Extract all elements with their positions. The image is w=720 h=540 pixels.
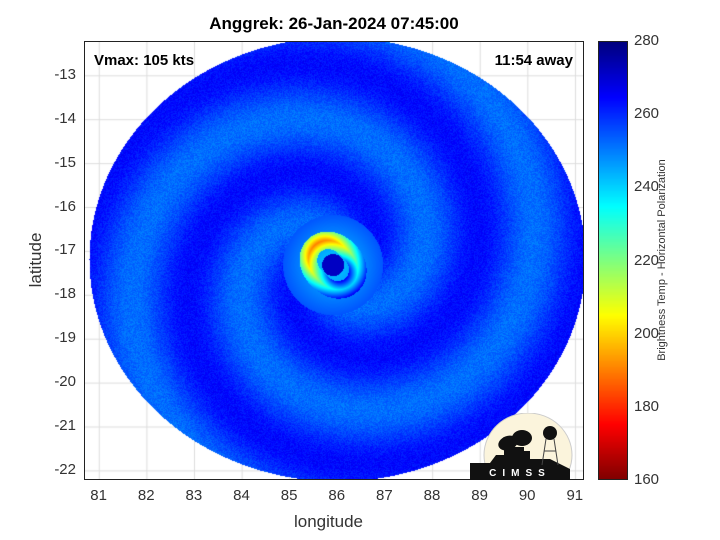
x-tick-label: 88 xyxy=(423,487,441,504)
colorbar-tick-label: 260 xyxy=(634,105,660,123)
svg-text:CIMSS: CIMSS xyxy=(489,468,551,479)
x-tick-label: 82 xyxy=(137,487,155,504)
y-tick-label: -14 xyxy=(54,109,76,127)
y-tick-label: -16 xyxy=(54,197,76,215)
colorbar-tick-label: 160 xyxy=(634,471,660,488)
x-tick-label: 86 xyxy=(328,487,346,504)
y-axis-label: latitude xyxy=(26,232,45,288)
vmax-annotation: Vmax: 105 kts xyxy=(94,52,195,69)
x-tick-label: 83 xyxy=(185,487,203,504)
x-tick-label: 87 xyxy=(376,487,393,504)
x-tick-label: 81 xyxy=(90,487,107,504)
y-tick-label: -18 xyxy=(54,285,76,303)
time-away-annotation: 11:54 away xyxy=(494,52,573,69)
y-tick-label: -15 xyxy=(54,153,76,171)
x-tick-label: 85 xyxy=(280,487,298,504)
x-axis-label: longitude xyxy=(294,512,364,531)
cimss-logo: CIMSS xyxy=(470,413,573,480)
x-tick-label: 84 xyxy=(233,487,250,504)
chart-title: Anggrek: 26-Jan-2024 07:45:00 xyxy=(209,14,459,33)
x-tick-label: 89 xyxy=(471,487,488,504)
brightness-temperature-image xyxy=(85,42,583,479)
colorbar-tick-label: 200 xyxy=(634,324,660,342)
colorbar-tick-label: 220 xyxy=(634,251,660,269)
colorbar xyxy=(598,41,628,480)
y-tick-label: -19 xyxy=(54,329,76,347)
y-tick-label: -20 xyxy=(54,373,76,391)
plot-area xyxy=(84,41,584,480)
colorbar-tick-label: 240 xyxy=(634,178,660,196)
colorbar-tick-label: 280 xyxy=(634,32,660,49)
x-tick-label: 91 xyxy=(566,487,584,504)
y-tick-label: -17 xyxy=(54,241,76,259)
y-tick-label: -13 xyxy=(54,65,76,83)
colorbar-label: Brightness Temp - Horizontal Polarizatio… xyxy=(656,159,668,361)
x-tick-label: 90 xyxy=(518,487,536,504)
y-tick-label: -22 xyxy=(54,460,76,478)
y-tick-label: -21 xyxy=(54,417,76,434)
colorbar-tick-label: 180 xyxy=(634,397,660,415)
